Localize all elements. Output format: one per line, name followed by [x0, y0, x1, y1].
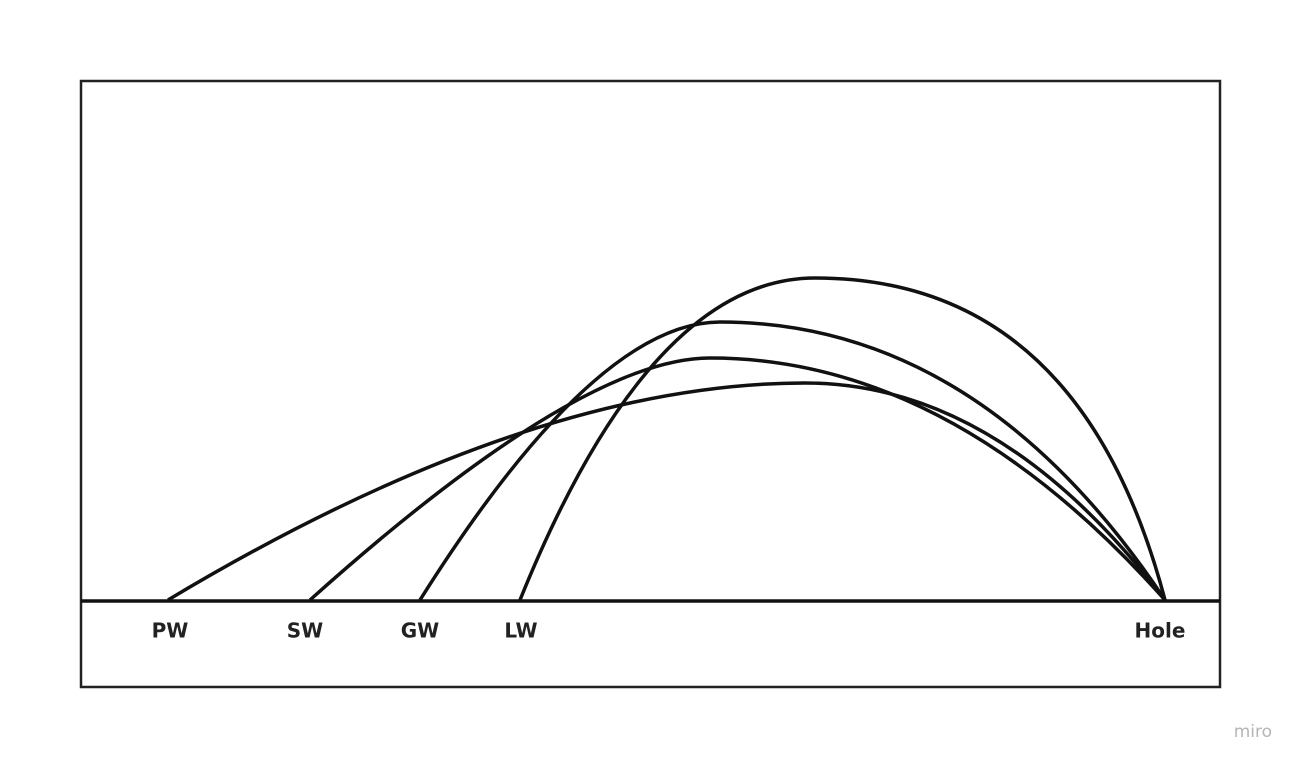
club-label: GW: [401, 619, 439, 643]
gw-trajectory: [418, 320, 1167, 601]
hole-label: Hole: [1135, 619, 1186, 643]
watermark: miro: [1234, 722, 1272, 742]
frame: [79, 79, 1222, 689]
pw-trajectory: [167, 381, 1167, 602]
club-label: SW: [287, 619, 323, 643]
club-label: PW: [152, 619, 189, 643]
club-label: LW: [504, 619, 537, 643]
sw-trajectory: [308, 356, 1167, 602]
lw-trajectory: [518, 276, 1167, 601]
